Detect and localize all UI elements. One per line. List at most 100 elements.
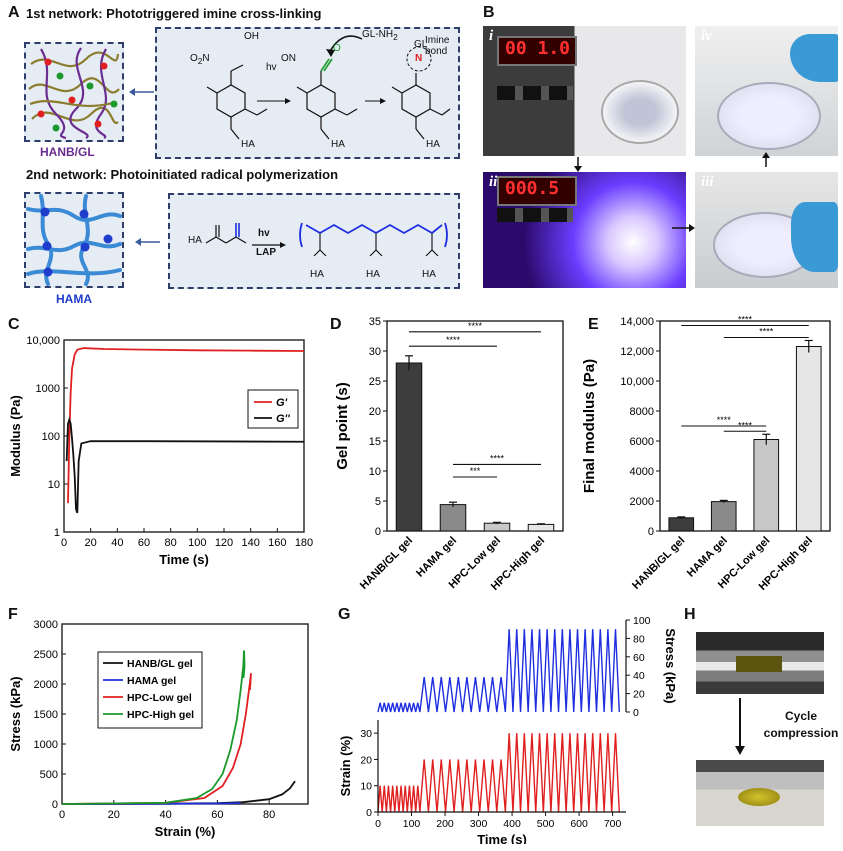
c-series-line-0 [67,347,305,504]
f-legend-label-3: HPC-High gel [127,709,194,721]
hanb-gl-network-box [24,42,124,142]
f-legend-label-2: HPC-Low gel [127,692,192,704]
chart-e-ytick-label: 8000 [630,406,654,418]
cycle-compression-label: Cycle compression [763,709,839,740]
aldehyde-o-label: O [333,43,341,54]
timer-display-2 [497,176,577,206]
c-ytick-label: 1 [54,527,60,539]
sample-released [738,788,780,806]
f-xtick-label: 20 [108,809,120,821]
hv-label-1: hv [266,62,277,73]
chart-e-ytick-label: 10,000 [620,376,654,388]
timer-display-2-value: 000.5 [505,178,560,199]
ha-label-3: HA [426,139,440,150]
g-xtick-label: 500 [537,818,555,830]
g-xtick-label: 400 [503,818,521,830]
arrow-down-icon [574,157,582,172]
hanb-gl-network-illustration [28,47,120,140]
g-top-ytick-label: 60 [633,652,645,664]
c-xlabel: Time (s) [159,552,209,567]
on-label: ON [281,53,296,64]
g-bottom-ytick-label: 30 [360,728,372,740]
d-sig-label-1: **** [446,335,461,345]
chart-e-frame [659,320,831,532]
panel-label-d: D [330,316,342,333]
e-sig-label-2: **** [717,415,732,425]
ha-label-6: HA [366,269,380,280]
chart-d-ytick-label: 35 [369,316,381,328]
chart-d-ytick-label: 25 [369,376,381,388]
g-xlabel: Time (s) [477,832,527,844]
g-bottom-ylabel: Strain (%) [338,736,353,797]
c-xtick-label: 40 [111,537,123,549]
chart-e-xtick-label-1: HAMA gel [685,535,730,580]
arrow-right-icon [672,224,695,232]
c-legend-label-1: G'' [276,413,290,425]
gl-label: GL [414,39,428,50]
photo-b-iii: iii [695,172,838,288]
hama-network-box [24,192,124,288]
c-legend-box [247,389,299,429]
c-ytick-label: 1000 [36,383,60,395]
hanb-gl-label: HANB/GL [40,145,95,159]
g-top-ytick-label: 0 [633,707,639,719]
chart-e-bar-0 [668,517,695,532]
d-sig-label-0: **** [468,321,483,331]
f-ytick-label: 500 [40,769,58,781]
f-ytick-label: 3000 [34,619,58,631]
c-ylabel: Modulus (Pa) [8,395,23,477]
f-ytick-label: 2500 [34,649,58,661]
c-xtick-label: 100 [188,537,206,549]
chart-d-xtick-label-0: HANB/GL gel [358,535,415,592]
lap-label: LAP [256,247,276,258]
photo-b-iv: iv [695,26,838,156]
panel-label-h: H [684,606,696,623]
glove-iii [791,202,838,272]
c-xtick-label: 80 [165,537,177,549]
f-ytick-label: 2000 [34,679,58,691]
roman-ii: ii [489,174,498,190]
c-series-line-1 [65,416,305,514]
roman-i: i [489,28,494,44]
timer-display-1-value: 00 1.0 [505,38,571,59]
f-xtick-label: 80 [263,809,275,821]
f-xtick-label: 0 [59,809,65,821]
ha-label-5: HA [310,269,324,280]
chart-e-bar-3 [795,346,822,532]
photo-b-ii: 000.5 ii [483,172,686,288]
device-buttons-2 [497,208,573,222]
chart-e-final-modulus: 0 2000 4000 6000 8000 10,000 12,000 14,000 HANB/… [581,315,831,593]
chart-d-ytick-label: 15 [369,436,381,448]
imine-n-label: N [415,53,423,64]
c-xtick-label: 120 [215,537,233,549]
petri-dish-iv [717,82,821,150]
chart-e-ytick-label: 6000 [630,436,654,448]
panel-label-c: C [8,316,20,333]
c-xtick-label: 20 [85,537,97,549]
chart-c-modulus-vs-time: 0 20 40 60 80 100 120 140 160 180 1 10 100 1000 10,000… [8,335,313,567]
g-top-ylabel: Stress (kPa) [663,628,678,703]
chart-e-xtick-label-0: HANB/GL gel [630,535,687,592]
chart-d-ytick-label: 0 [375,526,381,538]
arrow-left-icon-2 [135,238,160,246]
ha-label-1: HA [241,139,255,150]
d-sig-label-2: **** [490,453,505,463]
chart-d-bar-2 [483,522,511,532]
g-bottom-ytick-label: 0 [366,807,372,819]
c-xtick-label: 140 [241,537,259,549]
g-top-ytick-label: 100 [633,615,651,627]
f-ylabel: Stress (kPa) [8,676,23,751]
f-legend-label-1: HAMA gel [127,675,176,687]
hv-label-3: hv [258,228,270,239]
gl-nh2-label: GL-NH2 [362,29,398,42]
chart-d-bar-3 [527,523,555,532]
chart-e-ytick-label: 12,000 [620,346,654,358]
radical-polymerization-box: HA hv LAP HA HA HA [168,193,460,289]
g-strain-wave [377,733,620,813]
g-top-ytick-label: 80 [633,633,645,645]
g-bottom-ytick-label: 10 [360,781,372,793]
arrow-up-icon [762,152,770,167]
g-top-ytick-label: 40 [633,670,645,682]
e-sig-label-0: **** [738,315,753,325]
